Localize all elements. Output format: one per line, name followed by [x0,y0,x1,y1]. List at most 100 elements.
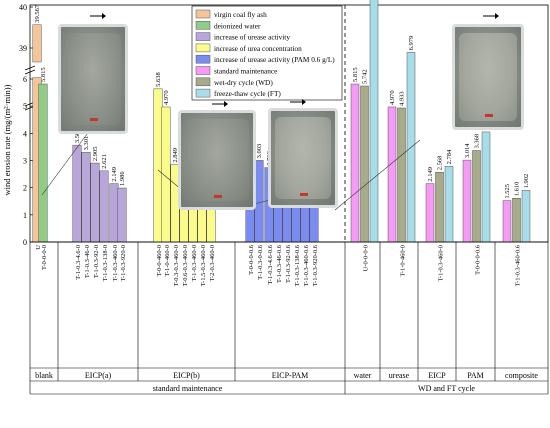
bar [512,198,521,243]
group-label: blank [35,371,53,380]
group-label: EICP(b) [173,371,200,380]
y-tick-label: 1 [23,211,27,220]
bar [462,159,472,243]
section-label: WD and FT cycle [418,384,475,393]
legend-entry: virgin coal fly ash [214,10,267,19]
legend-swatch [195,21,211,30]
data-label: 4.970 [163,90,170,105]
category-label: T-1.5-0.3-460-0 [200,245,207,286]
data-label: 3.014 [464,143,471,158]
category-label: T-0-0-460-0 [156,245,163,277]
category-label: T-1-0.3-920-0.6 [312,244,319,286]
group-label: EICP-PAM [272,371,309,380]
bar [153,88,163,243]
y-tick-label: 40 [19,3,27,12]
data-label: 2.784 [446,149,453,164]
category-label: T-1-0.3-92-0.6 [285,244,292,283]
bar [117,187,127,243]
y-tick-label: 2 [23,184,27,193]
data-label: 2.905 [92,146,99,161]
category-label: T-2-0.3-460-0 [209,245,216,281]
y-tick-label: 3 [23,157,27,166]
category-label: T-1-0.3-460-0 [112,245,119,281]
category-label: T-1-0.3-46-0.6 [276,244,283,283]
group-label: water [354,371,372,380]
legend-swatch [195,32,211,41]
category-label: U-0-0-0-0 [363,245,370,271]
data-label: 2.149 [427,167,434,182]
category-label: T-1-0.3-4.6-0 [75,245,82,280]
legend-swatch [195,77,211,87]
direction-arrow-head [102,13,106,19]
bar [387,106,397,243]
photo-pointer-line [334,139,421,211]
category-label: T-0-0-0-0.6 [248,244,255,275]
y-axis-title: wind erosion rate (mg/(m²·min)) [2,84,12,195]
data-label: 4.933 [399,91,406,106]
bar [32,24,42,63]
group-label: composite [505,371,538,380]
bar [521,190,531,243]
data-label: 1.610 [514,182,521,197]
section-label: standard maintenance [153,384,223,393]
category-label: T-1-0.3-460-0 [191,245,198,281]
data-label: 3.565 [74,129,81,144]
data-label: 3.003 [256,144,263,159]
y-tick-label: 0 [23,238,27,247]
legend-box [191,5,343,101]
category-label: T-1-0-460-0 [400,245,407,277]
data-label: 5.815 [352,67,359,82]
group-label: PAM [467,371,484,380]
bar [309,202,319,243]
data-label: 1.902 [523,174,530,189]
category-label: T-1-0.3-4.6-0.6 [267,244,274,284]
category-label: T-1-0.3-46-0 [84,245,91,278]
bar [109,183,119,243]
legend-swatch [195,54,211,64]
axis-break-mark [24,65,36,71]
category-label: T-1-0.3-460-0 [438,245,445,281]
bar [360,85,369,243]
data-label: 1.525 [504,184,511,199]
data-label: 2.849 [172,148,179,163]
group-label: EICP [428,371,446,380]
sample-photo-blank [58,24,128,134]
data-label: 5.815 [40,67,47,82]
category-label: T-1-0.3-920-0 [120,245,127,281]
legend-entry: increase of urea concentration [214,44,302,53]
y-tick-label: 39 [19,44,27,53]
data-label: 39.567 [34,4,41,23]
bar [397,107,406,243]
y-tick-label: 5 [23,102,27,111]
y-tick-label: 4 [23,129,27,138]
sample-photo-eicp-pam [268,108,338,208]
category-label: T-1-0.3-460-0.6 [303,244,310,286]
bar [444,166,454,243]
legend-swatch [195,66,211,75]
category-label: T-0-0-0-0 [41,245,48,270]
category-label: T-0-0-0-0.6 [475,244,482,275]
sample-photo-eicp [178,110,256,210]
data-label: 1.986 [119,171,126,186]
category-label: T-0.3-0.3-460-0 [173,245,180,286]
category-label: T-1-0.3-92-0 [93,245,100,278]
y-tick-label: 6 [23,75,27,84]
data-label: 4.970 [389,90,396,105]
legend-entry: wet-dry cycle (WD) [214,78,273,87]
data-label: 2.621 [101,154,108,169]
data-label: 3.368 [474,134,481,149]
data-label: 2.568 [437,156,444,171]
bar [38,83,48,243]
sample-photo-cycle [452,24,524,130]
legend-entry: standard maintenance [214,67,277,76]
direction-arrow-head [302,99,306,105]
bar [99,170,109,243]
direction-arrow-head [224,101,228,107]
data-label: 5.638 [155,72,162,87]
category-label: T-0.6-0.3-460-0 [182,245,189,286]
bar [369,0,379,243]
axis-break-mark [24,69,36,75]
legend-entry: deionized water [214,21,261,30]
photo-pointer-line [41,129,91,196]
